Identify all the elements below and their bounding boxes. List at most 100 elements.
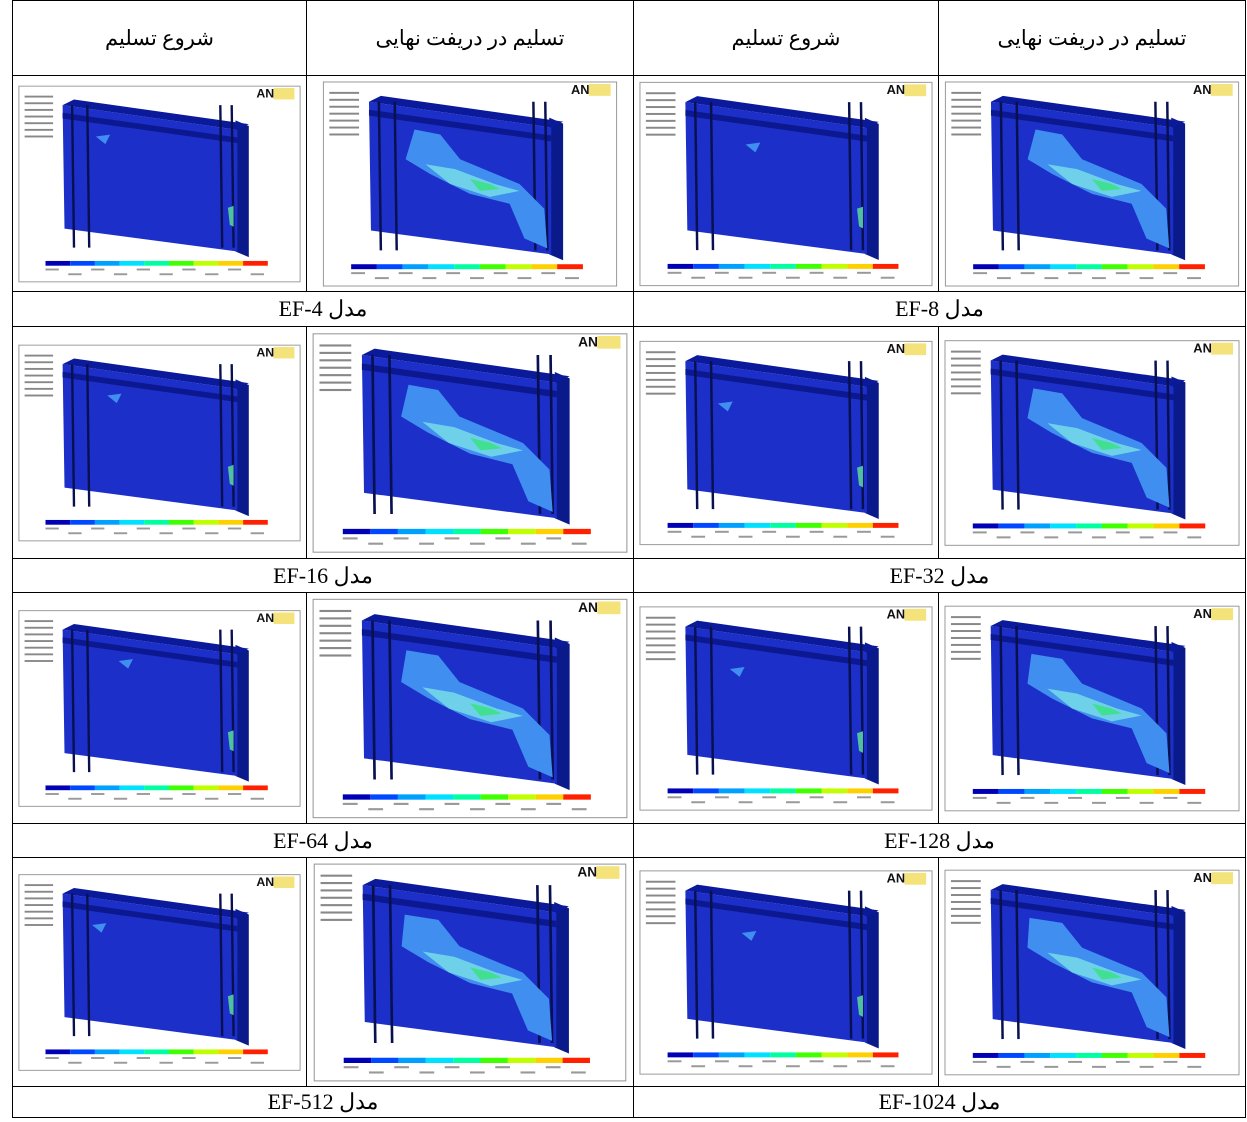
color-bar-tick-text [997,536,1011,538]
color-bar-segment [770,263,796,268]
plot-info-line [951,364,981,366]
plot-info-line [646,133,676,135]
color-bar-segment [370,794,398,799]
plot-info-line [329,98,359,100]
color-bar-segment [1076,1052,1102,1057]
color-bar-segment [481,528,509,533]
fem-plot: AN [311,80,629,288]
color-bar-segment [563,1057,590,1062]
color-bar-tick-text [251,1061,264,1063]
color-bar-segment [1076,523,1102,528]
plot-info-line [321,904,353,906]
plot-logo: AN [256,86,274,100]
color-bar-tick-text [205,1061,218,1063]
color-bar-segment [1024,1052,1050,1057]
color-bar-tick-text [495,1066,510,1068]
color-bar-tick-text [1163,272,1177,274]
color-bar-segment [770,788,796,793]
color-bar-segment [218,1049,243,1054]
color-bar-segment [343,794,371,799]
color-bar-tick-text [833,1065,847,1067]
color-bar-segment [194,1049,219,1054]
plot-info-line [329,91,359,93]
color-bar-segment [1050,264,1076,269]
color-bar-tick-text [1068,796,1082,798]
color-bar-tick-text [68,273,81,275]
wall-side [1171,376,1185,519]
image-cell: AN [13,76,307,292]
color-bar-tick-text [344,1066,359,1068]
plot-info-line [25,633,53,635]
color-bar-segment [218,519,243,524]
plot-info-line [319,359,351,361]
plot-info-line [951,907,981,909]
color-bar-tick-text [46,1057,59,1059]
color-bar-tick-text [160,1061,173,1063]
color-bar-segment [796,522,822,527]
fem-plot: AN [17,597,302,820]
plot-info-line [25,135,53,137]
image-cell: AN [939,76,1246,292]
plot-info-line [646,385,676,387]
color-bar-tick-text [495,802,510,804]
color-bar-tick-text [546,537,561,539]
plot-info-line [646,637,676,639]
plot-logo: AN [578,334,598,349]
color-bar-tick-text [833,801,847,803]
color-bar-segment [95,1049,120,1054]
plot-info-line [646,126,676,128]
plot-logo: AN [1193,340,1212,355]
color-bar-tick-text [691,276,705,278]
plot-info-line [646,616,676,618]
color-bar-tick-text [715,1060,729,1062]
color-bar-segment [822,522,848,527]
image-row: ANANANAN [13,76,1246,292]
plot-info-line [25,640,53,642]
color-bar-tick-text [46,268,59,270]
image-cell: AN [939,593,1246,824]
color-bar-tick-text [739,801,753,803]
plot-info-line [329,112,359,114]
color-bar-segment [454,264,480,269]
color-bar-tick-text [973,272,987,274]
fem-plot: AN [17,862,302,1083]
color-bar-tick-text [1044,536,1058,538]
color-bar-tick-text [394,802,409,804]
color-bar-tick-text [343,537,358,539]
color-bar-segment [1102,1052,1128,1057]
plot-info-line [646,894,676,896]
color-bar-segment [719,263,745,268]
caption-cell: مدل EF-128 [634,824,1246,858]
plot-info-line [329,126,359,128]
color-bar-tick-text [422,277,436,279]
plot-info-line [25,122,53,124]
logo-mark [1211,608,1233,620]
plot-info-line [319,609,351,611]
color-bar-tick-text [375,277,389,279]
wall-side [555,371,570,524]
color-bar-tick-text [228,268,241,270]
fem-plot: AN [638,597,934,820]
plot-info-line [25,354,53,356]
plot-info-line [951,894,981,896]
plot-info-line [319,351,351,353]
plot-info-line [646,644,676,646]
color-bar-tick-text [572,542,587,544]
color-bar-segment [425,794,453,799]
plot-info-line [951,371,981,373]
color-bar-tick-text [1068,531,1082,533]
color-bar-tick-text [786,1065,800,1067]
color-bar-tick-text [1020,796,1034,798]
fem-plot: AN [943,80,1241,288]
color-bar-tick-text [1044,1065,1058,1067]
wall-side [1171,117,1185,260]
plot-info-line [321,889,353,891]
color-bar-segment [796,263,822,268]
logo-mark [904,608,926,620]
color-bar-tick-text [137,1057,150,1059]
plot-info-line [646,887,676,889]
color-bar-tick-text [228,1057,241,1059]
plot-info-line [25,653,53,655]
fem-plot: AN [943,331,1241,555]
